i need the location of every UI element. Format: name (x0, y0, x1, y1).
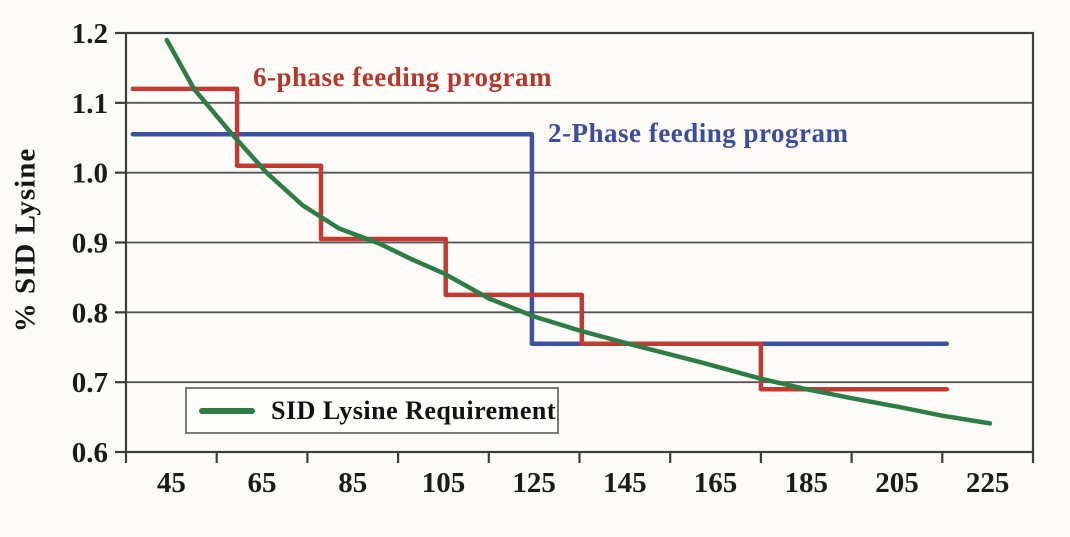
x-tick-label: 225 (966, 467, 1010, 499)
x-tick-label: 45 (157, 467, 186, 499)
legend-label: SID Lysine Requirement (271, 395, 556, 425)
y-tick-label: 0.9 (72, 228, 108, 260)
legend-line-sample-icon (199, 407, 255, 414)
x-tick-label: 85 (338, 467, 367, 499)
y-tick-label: 1.0 (72, 158, 108, 190)
x-tick-label: 125 (512, 467, 556, 499)
y-tick-label: 1.2 (72, 18, 108, 50)
y-tick-label: 1.1 (72, 88, 108, 120)
two-phase-annotation: 2-Phase feeding program (548, 118, 849, 148)
x-tick-label: 105 (422, 467, 466, 499)
y-axis-title: % SID Lysine (9, 147, 42, 333)
series-sid-lysine-requirement (164, 37, 993, 426)
x-tick-label: 185 (785, 467, 829, 499)
x-tick-label: 65 (248, 467, 277, 499)
y-tick-label: 0.6 (72, 437, 108, 469)
legend-box: SID Lysine Requirement (185, 387, 559, 434)
x-tick-label: 145 (603, 467, 647, 499)
six-phase-annotation: 6-phase feeding program (253, 62, 552, 92)
x-tick-label: 165 (694, 467, 738, 499)
series-6-phase-feeding-program (130, 86, 950, 392)
y-tick-label: 0.8 (72, 297, 108, 329)
y-tick-label: 0.7 (72, 367, 108, 399)
x-tick-label: 205 (875, 467, 919, 499)
